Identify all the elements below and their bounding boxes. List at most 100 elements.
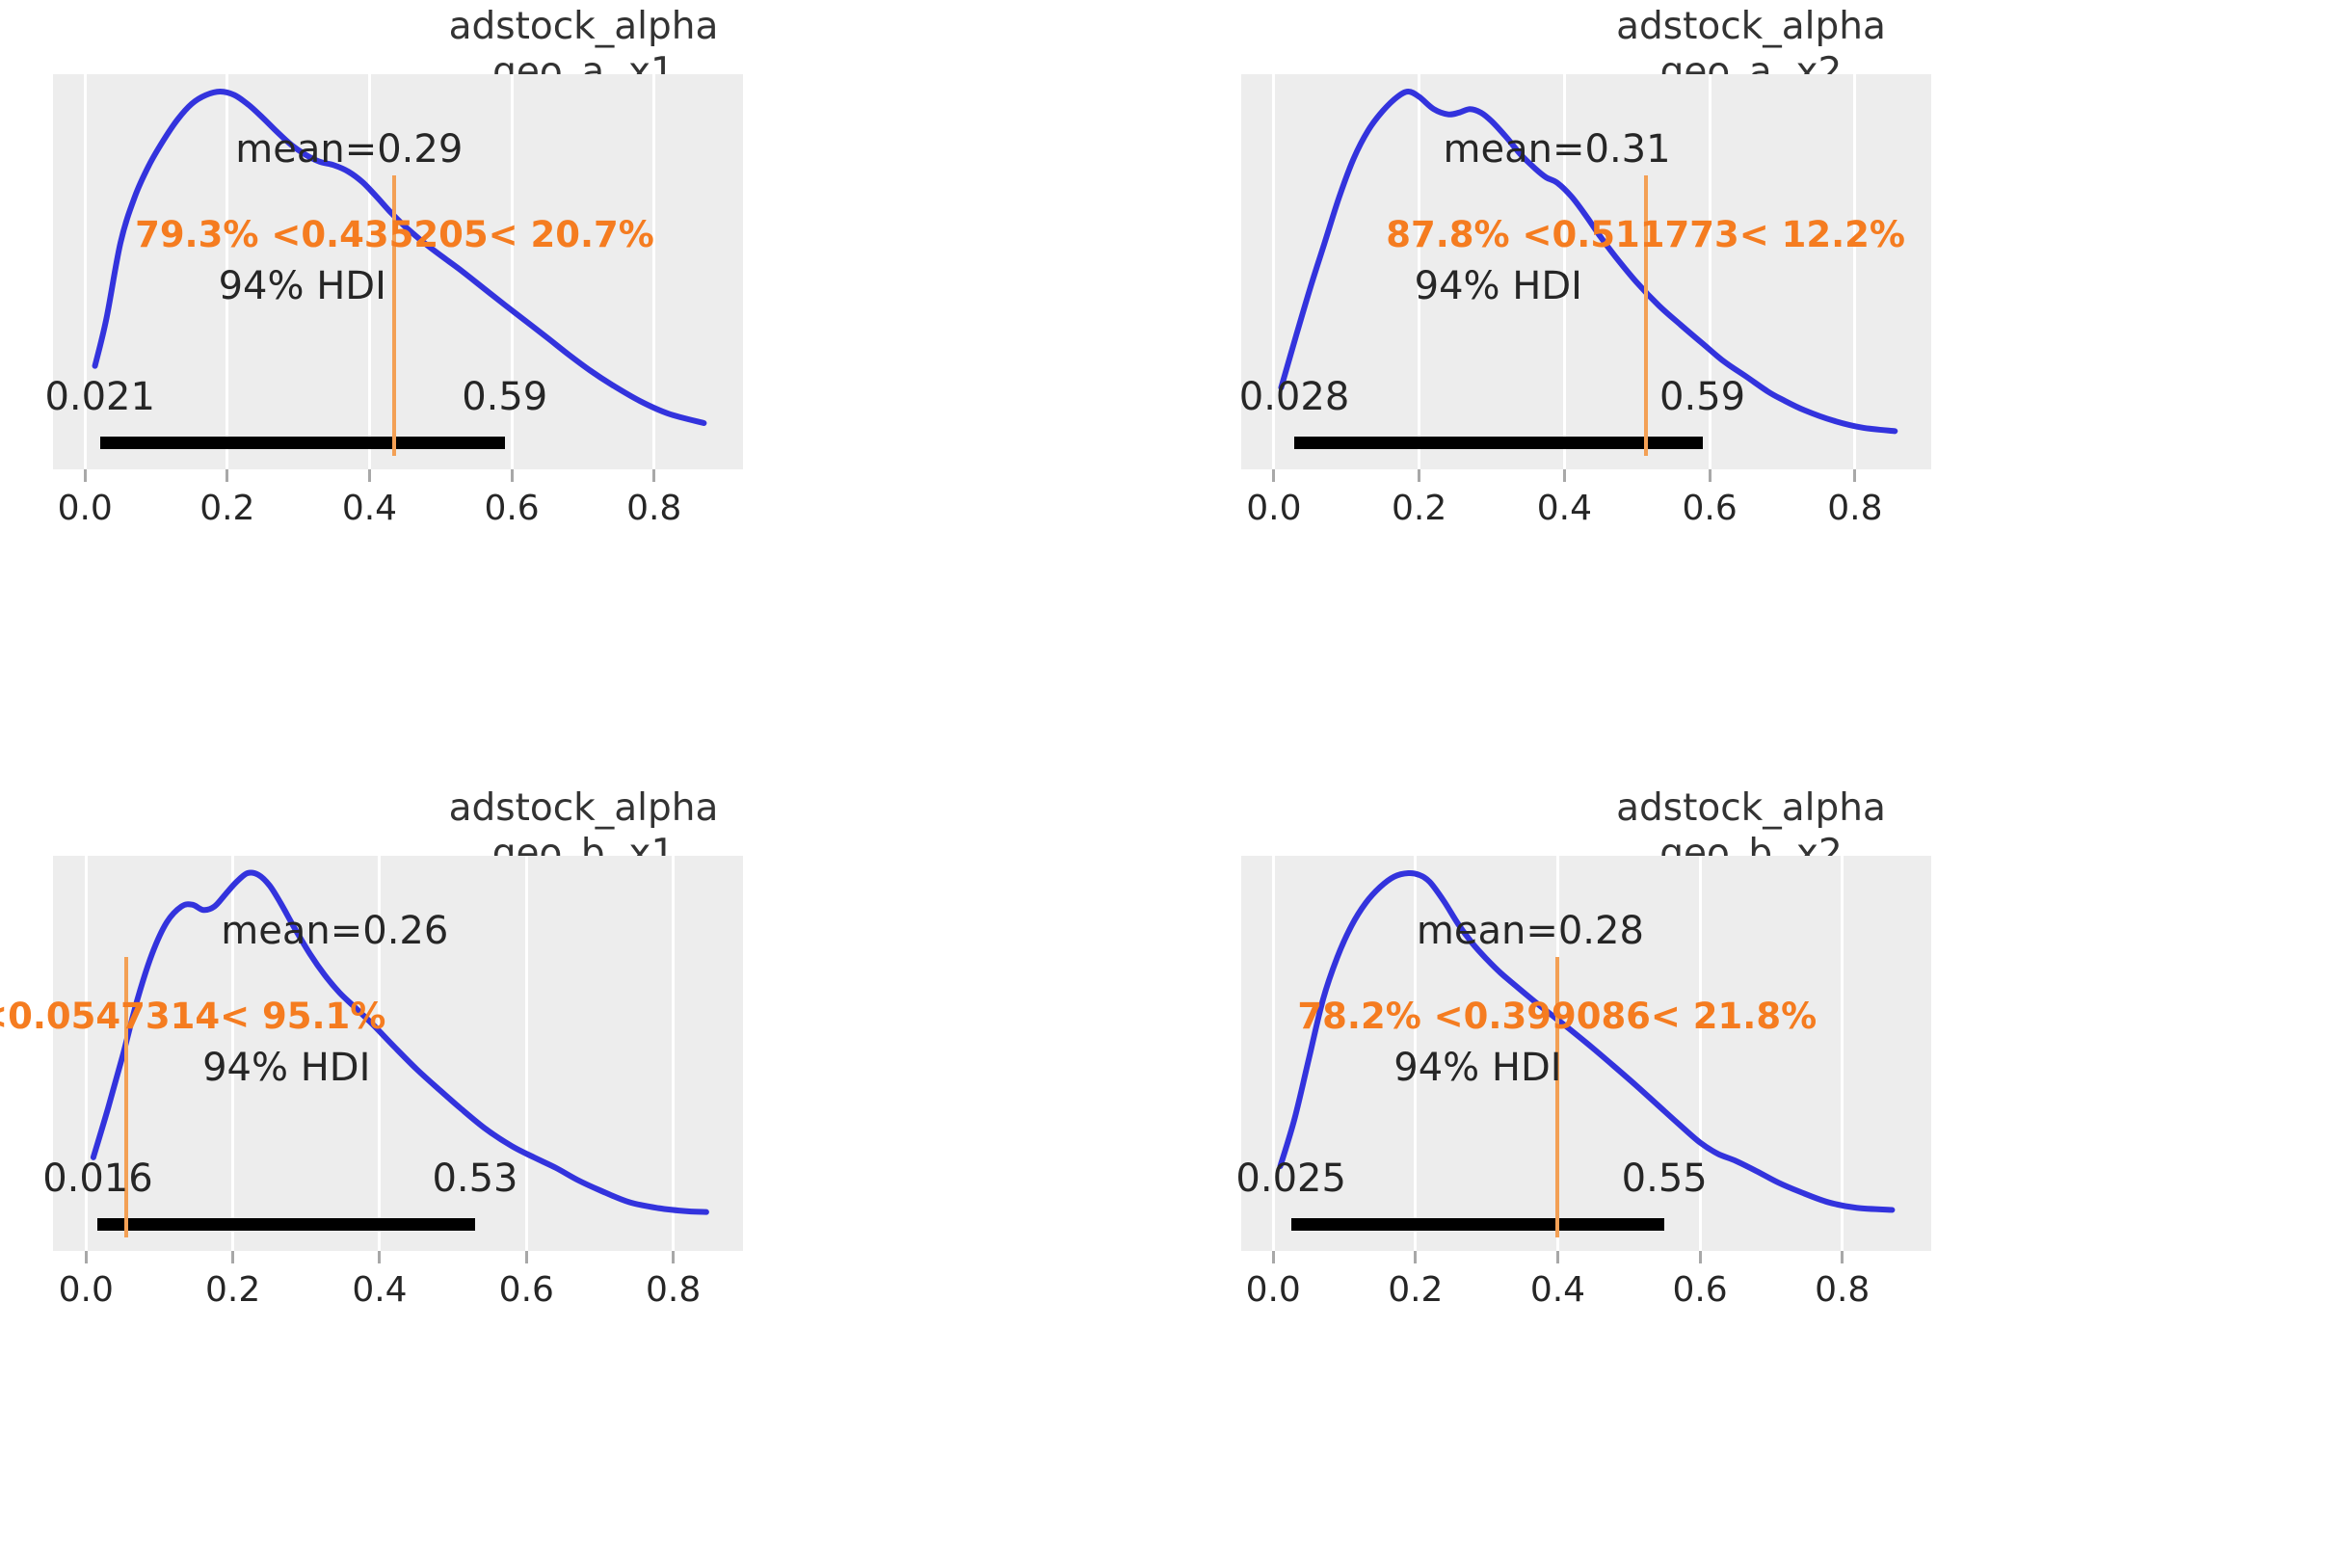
panel-title-line1: adstock_alpha	[1616, 5, 1886, 48]
hdi-high-label: 0.59	[1659, 375, 1746, 419]
gridline-x-0.6	[1708, 74, 1711, 469]
panel-title: adstock_alpha geo_a, x1	[0, 4, 1167, 94]
hdi-interval-label: 94% HDI	[1414, 264, 1582, 308]
axis-tick-0.0	[1271, 1251, 1275, 1263]
gridline-x-0.0	[84, 856, 88, 1251]
axis-tick-label: 0.8	[1815, 1270, 1871, 1310]
axis-tick-label: 0.4	[341, 489, 398, 528]
axis-tick-label: 0.6	[1672, 1270, 1728, 1310]
axis-tick-0.2	[226, 469, 229, 482]
gridline-x-0.2	[1418, 74, 1421, 469]
hdi-bar	[99, 437, 505, 449]
kde-curve	[1278, 89, 1898, 435]
gridline-x-0.4	[1562, 74, 1566, 469]
gridline-x-0.2	[226, 74, 229, 469]
axis-tick-0.0	[84, 1251, 88, 1263]
reference-value-line	[123, 957, 128, 1237]
hdi-bar	[1290, 1218, 1665, 1231]
hdi-high-label: 0.59	[462, 375, 548, 419]
plot-area-geo_a-x1	[53, 74, 743, 469]
gridline-x-0.4	[378, 856, 382, 1251]
axis-tick-label: 0.6	[484, 489, 540, 528]
kde-curve	[92, 89, 707, 426]
hdi-high-label: 0.53	[432, 1156, 518, 1201]
gridline-x-0.8	[652, 74, 656, 469]
kde-curve-svg	[92, 89, 707, 426]
axis-tick-0.0	[1272, 469, 1276, 482]
axis-tick-label: 0.2	[199, 489, 255, 528]
axis-tick-0.4	[1555, 1251, 1559, 1263]
axis-tick-0.8	[672, 1251, 676, 1263]
gridline-x-0.6	[510, 74, 514, 469]
axis-tick-0.6	[510, 469, 514, 482]
gridline-x-0.8	[1853, 74, 1857, 469]
kde-curve-svg	[90, 869, 709, 1215]
mean-label: mean=0.26	[221, 909, 449, 953]
hdi-low-label: 0.025	[1235, 1156, 1346, 1201]
axis-tick-label: 0.6	[1682, 489, 1738, 528]
hdi-interval-label: 94% HDI	[1393, 1046, 1562, 1090]
axis-tick-0.2	[231, 1251, 235, 1263]
axis-tick-0.2	[1418, 469, 1421, 482]
gridline-x-0.6	[1698, 856, 1702, 1251]
mean-label: mean=0.28	[1416, 909, 1644, 953]
reference-value-annotation: 4.9% <0.0547314< 95.1%	[0, 996, 386, 1037]
gridline-x-0.6	[524, 856, 528, 1251]
plot-area-geo_b-x1	[53, 856, 743, 1251]
axis-tick-label: 0.4	[1536, 489, 1593, 528]
hdi-low-label: 0.028	[1238, 375, 1350, 419]
reference-value-line	[1554, 957, 1559, 1237]
axis-tick-0.4	[378, 1251, 382, 1263]
axis-tick-label: 0.2	[1388, 1270, 1444, 1310]
reference-value-line	[392, 175, 397, 456]
axis-tick-label: 0.6	[498, 1270, 554, 1310]
axis-tick-0.8	[1841, 1251, 1844, 1263]
axis-tick-label: 0.2	[204, 1270, 261, 1310]
axis-tick-0.6	[524, 1251, 528, 1263]
reference-value-line	[1643, 175, 1648, 456]
gridline-x-0.0	[83, 74, 87, 469]
gridline-x-0.8	[672, 856, 676, 1251]
hdi-high-label: 0.55	[1621, 1156, 1708, 1201]
axis-tick-label: 0.4	[1529, 1270, 1586, 1310]
kde-curve	[1277, 869, 1896, 1213]
kde-curve-svg	[1277, 869, 1896, 1213]
hdi-low-label: 0.021	[44, 375, 155, 419]
reference-value-annotation: 87.8% <0.511773< 12.2%	[1386, 214, 1906, 255]
gridline-x-0.8	[1841, 856, 1844, 1251]
axis-tick-label: 0.4	[352, 1270, 408, 1310]
kde-curve	[90, 869, 709, 1215]
axis-tick-0.6	[1708, 469, 1711, 482]
hdi-interval-label: 94% HDI	[202, 1046, 371, 1090]
hdi-bar	[1294, 437, 1703, 449]
axis-tick-0.2	[1414, 1251, 1418, 1263]
kde-panel-geo_a-x1: adstock_alpha geo_a, x1	[0, 4, 1167, 786]
axis-tick-0.8	[1853, 469, 1857, 482]
hdi-interval-label: 94% HDI	[218, 264, 386, 308]
axis-tick-label: 0.0	[1245, 1270, 1301, 1310]
kde-curve-svg	[1278, 89, 1898, 435]
reference-value-annotation: 78.2% <0.399086< 21.8%	[1297, 996, 1818, 1037]
axis-tick-label: 0.0	[57, 489, 113, 528]
gridline-x-0.0	[1272, 74, 1276, 469]
axis-tick-0.8	[652, 469, 656, 482]
axis-tick-0.6	[1698, 1251, 1702, 1263]
reference-value-annotation: 79.3% <0.435205< 20.7%	[135, 214, 654, 255]
axis-tick-label: 0.8	[626, 489, 682, 528]
axis-tick-label: 0.8	[1827, 489, 1883, 528]
gridline-x-0.2	[1414, 856, 1418, 1251]
panel-title-line1: adstock_alpha	[448, 5, 719, 48]
hdi-low-label: 0.016	[42, 1156, 153, 1201]
gridline-x-0.2	[231, 856, 235, 1251]
gridline-x-0.0	[1271, 856, 1275, 1251]
axis-tick-0.4	[367, 469, 371, 482]
mean-label: mean=0.31	[1443, 127, 1671, 172]
hdi-bar	[97, 1218, 475, 1231]
axis-tick-0.0	[83, 469, 87, 482]
axis-tick-label: 0.2	[1392, 489, 1447, 528]
axis-tick-0.4	[1562, 469, 1566, 482]
axis-tick-label: 0.8	[645, 1270, 702, 1310]
plot-area-geo_a-x2	[1241, 74, 1931, 469]
gridline-x-0.4	[367, 74, 371, 469]
